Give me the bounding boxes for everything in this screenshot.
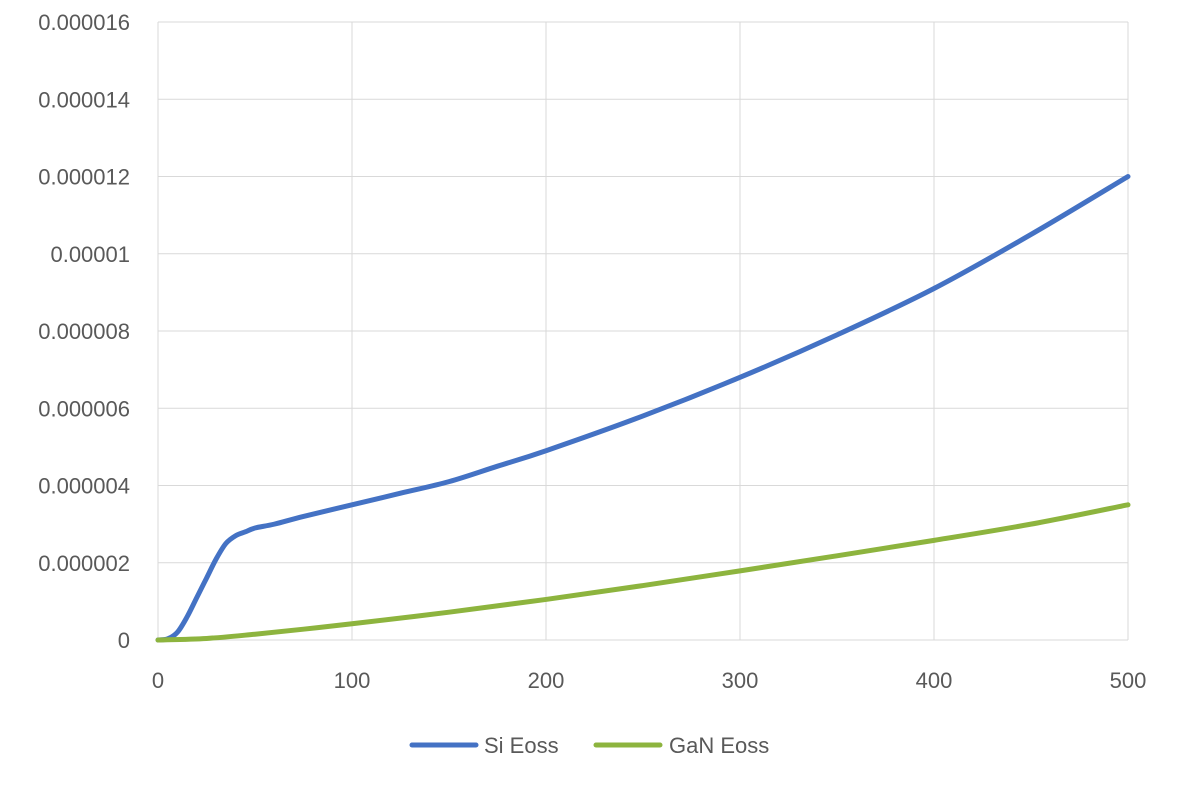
- y-tick-label: 0.000016: [38, 10, 130, 35]
- legend-item-gan-eoss: GaN Eoss: [593, 733, 769, 758]
- x-axis-ticks: 0 100 200 300 400 500: [152, 668, 1146, 693]
- y-axis-ticks: 0 0.000002 0.000004 0.000006 0.000008 0.00001…: [38, 10, 130, 653]
- y-tick-label: 0: [118, 628, 130, 653]
- series-lines: [155, 174, 1131, 643]
- y-tick-label: 0.00001: [50, 242, 130, 267]
- gridlines: [157, 21, 1129, 641]
- y-tick-label: 0.000008: [38, 319, 130, 344]
- legend: Si Eoss GaN Eoss: [409, 733, 769, 758]
- x-tick-label: 200: [528, 668, 565, 693]
- series-line-gan-eoss: [155, 502, 1131, 643]
- y-tick-label: 0.000004: [38, 474, 130, 499]
- x-tick-label: 0: [152, 668, 164, 693]
- x-tick-label: 100: [334, 668, 371, 693]
- y-tick-label: 0.000014: [38, 87, 130, 112]
- y-tick-label: 0.000006: [38, 396, 130, 421]
- y-tick-label: 0.000002: [38, 551, 130, 576]
- x-tick-label: 400: [916, 668, 953, 693]
- x-tick-label: 500: [1110, 668, 1147, 693]
- y-tick-label: 0.000012: [38, 165, 130, 190]
- series-line-si-eoss: [155, 174, 1131, 643]
- legend-label: Si Eoss: [484, 733, 559, 758]
- x-tick-label: 300: [722, 668, 759, 693]
- legend-item-si-eoss: Si Eoss: [409, 733, 559, 758]
- legend-label: GaN Eoss: [669, 733, 769, 758]
